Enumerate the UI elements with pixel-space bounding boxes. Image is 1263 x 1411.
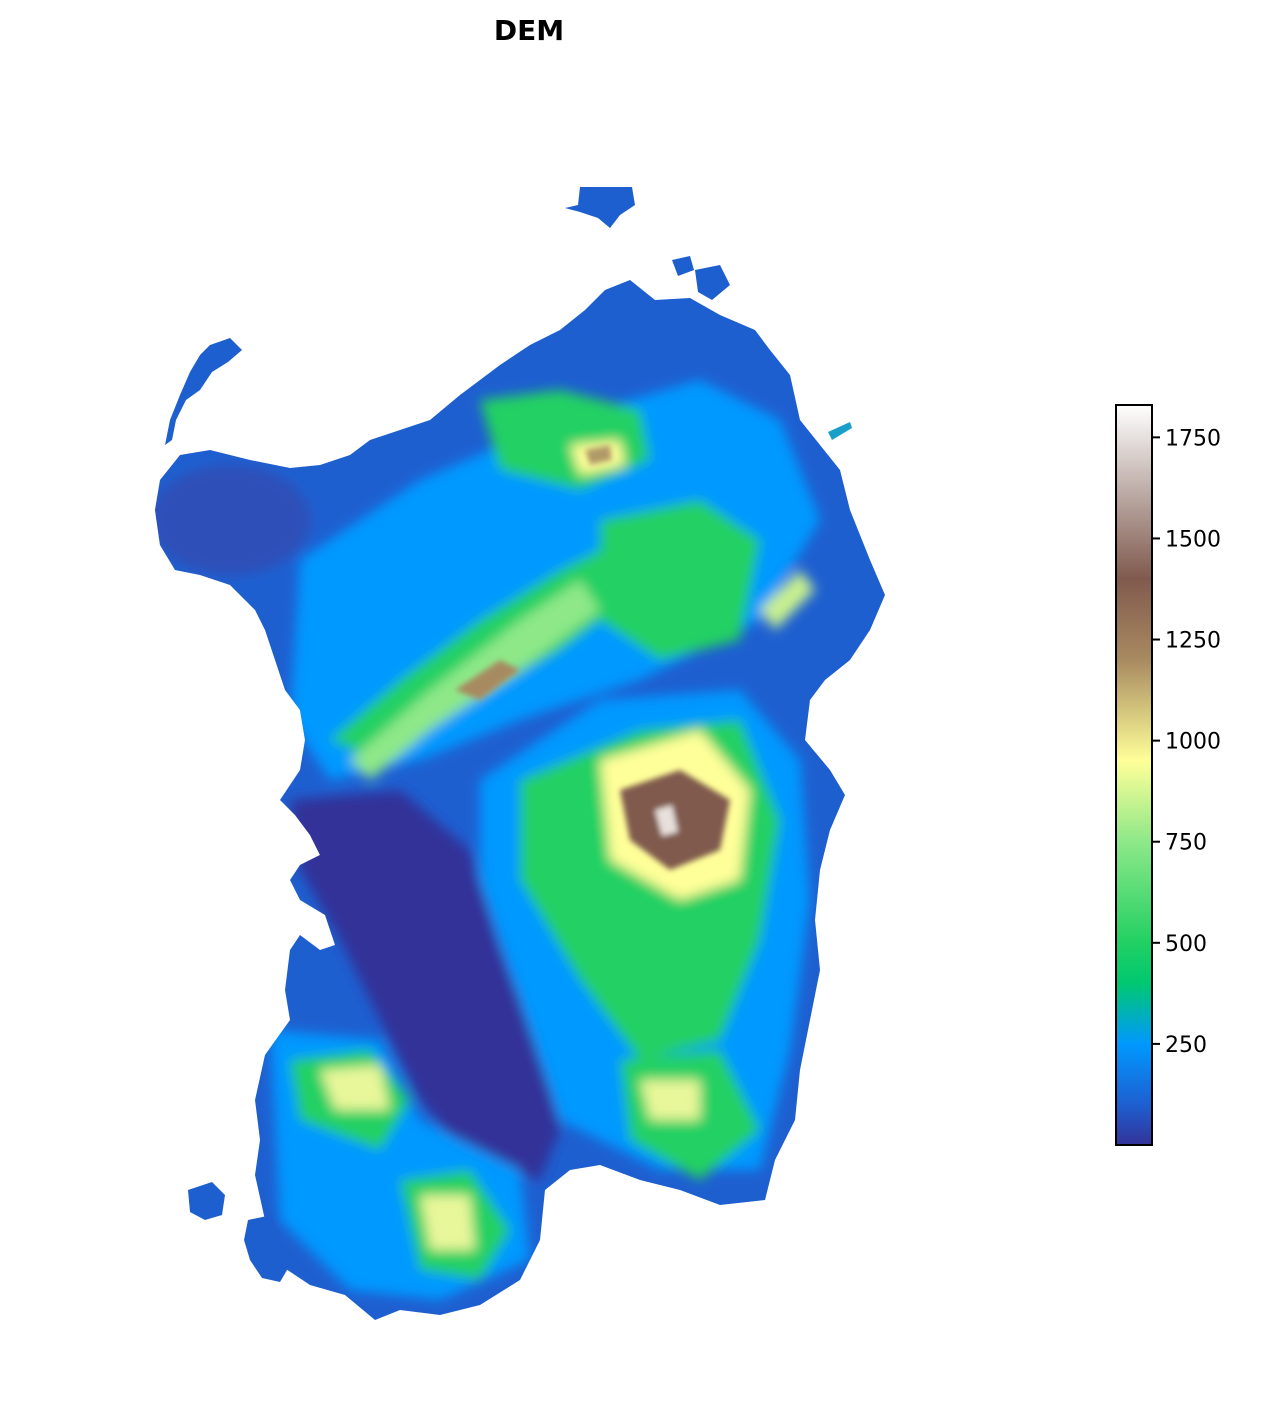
colorbar-gradient xyxy=(1115,404,1153,1146)
colorbar: 250 500 750 1000 1250 1500 1750 xyxy=(1115,404,1221,1146)
nurra-lowland xyxy=(155,465,310,575)
colorbar-tick-label: 500 xyxy=(1165,932,1207,957)
colorbar-tick-label: 250 xyxy=(1165,1033,1207,1058)
colorbar-tick-label: 1000 xyxy=(1165,730,1221,755)
limbara-tan xyxy=(585,445,612,465)
colorbar-tick-label: 1750 xyxy=(1165,426,1221,451)
sulcis-yellow xyxy=(420,1195,475,1250)
east-ridge-yellow xyxy=(760,570,815,630)
asinara-island xyxy=(165,338,242,445)
gennargentu-peak xyxy=(655,805,678,836)
sarrabus-yellow xyxy=(640,1080,700,1120)
marghine-tan xyxy=(455,660,520,700)
map-title: DEM xyxy=(493,14,565,47)
colorbar-tick-label: 1500 xyxy=(1165,527,1221,552)
island-relief xyxy=(155,280,885,1320)
iglesiente-yellow xyxy=(320,1065,390,1110)
east-plateau-green xyxy=(600,500,760,660)
offshore-islands xyxy=(165,187,852,1282)
tavolara-island xyxy=(828,422,852,440)
colorbar-tick-label: 750 xyxy=(1165,831,1207,856)
colorbar-tick-label: 1250 xyxy=(1165,629,1221,654)
colorbar-ticks: 250 500 750 1000 1250 1500 1750 xyxy=(1152,426,1221,1058)
campidano-plain xyxy=(290,790,560,1180)
san-pietro-island xyxy=(188,1182,225,1220)
sant-antioco-island xyxy=(244,1215,290,1282)
maddalena-islet-2 xyxy=(695,265,730,300)
corsica-tip xyxy=(565,187,635,228)
maddalena-islet-1 xyxy=(672,256,694,276)
